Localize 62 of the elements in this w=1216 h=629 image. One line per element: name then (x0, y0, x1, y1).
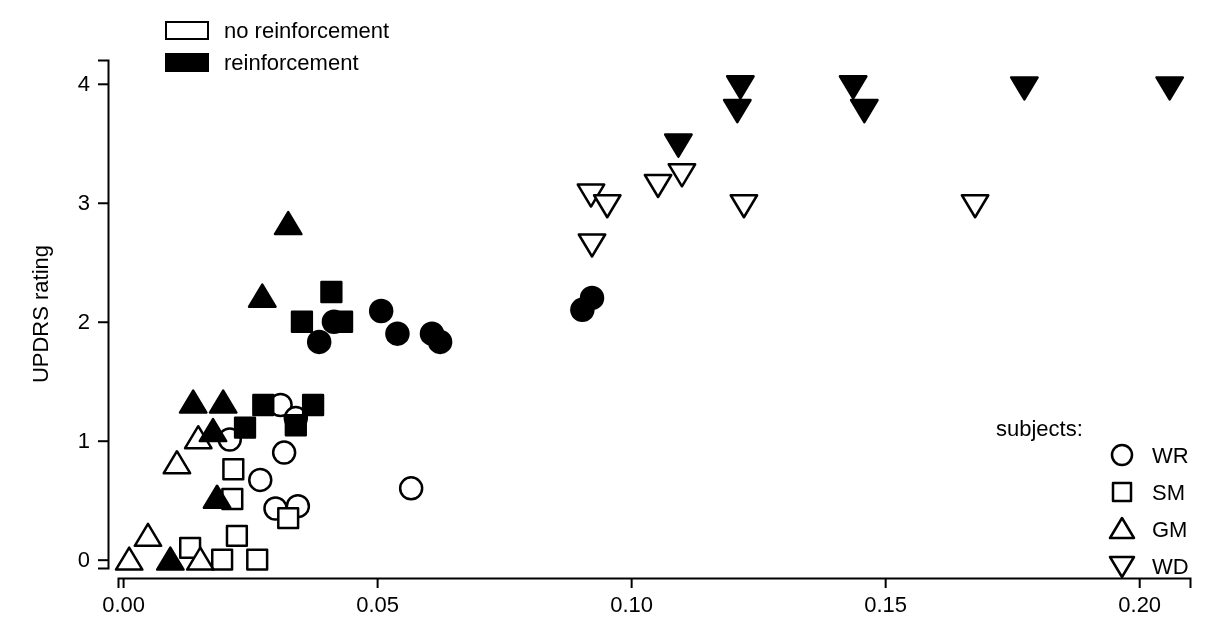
point (663, 133, 693, 158)
point (284, 414, 307, 437)
point (246, 548, 269, 571)
legend-label: WR (1152, 443, 1189, 468)
point (247, 283, 277, 308)
point (114, 546, 144, 571)
point (427, 329, 453, 355)
legend-label: WD (1152, 554, 1189, 579)
point (398, 476, 424, 501)
point (320, 280, 343, 304)
legend-label: SM (1152, 480, 1185, 505)
text: no reinforcement (224, 18, 390, 43)
point (198, 417, 228, 443)
point (252, 393, 275, 417)
point (592, 193, 622, 219)
point (133, 522, 163, 548)
point (643, 173, 673, 199)
x-tick-label: 0.05 (356, 591, 400, 617)
point (577, 233, 607, 258)
point (1155, 76, 1185, 101)
x-tick-label: 0.15 (864, 591, 908, 617)
y-tick-label: 4 (77, 71, 90, 97)
point (162, 449, 192, 475)
point (1009, 76, 1039, 101)
x-tick-label: 0.10 (610, 591, 654, 617)
point (273, 210, 303, 236)
point (185, 546, 215, 571)
point (368, 298, 394, 324)
point (960, 193, 990, 219)
point (725, 75, 755, 100)
point (225, 524, 249, 548)
point (277, 506, 300, 530)
point (178, 389, 208, 414)
point (202, 484, 232, 509)
point (838, 75, 868, 100)
point (306, 329, 332, 355)
annotation: reinforcement (224, 50, 359, 75)
y-tick-label: 0 (77, 547, 90, 573)
point (233, 416, 257, 439)
point (155, 546, 185, 571)
legend-title: subjects: (996, 416, 1083, 441)
point (248, 467, 273, 493)
point (722, 98, 752, 124)
y-tick-label: 1 (77, 428, 90, 454)
point (849, 98, 879, 124)
y-tick-label: 3 (77, 190, 90, 216)
point (301, 393, 325, 417)
point (576, 183, 606, 208)
point (570, 297, 595, 323)
y-axis-title: UPDRS rating (28, 244, 53, 384)
point (271, 440, 297, 465)
point (667, 163, 697, 188)
x-tick-label: 0.20 (1118, 591, 1162, 617)
point (211, 548, 234, 571)
y-tick-label: 2 (77, 309, 90, 335)
point (290, 310, 314, 333)
point (385, 321, 410, 346)
point (729, 193, 759, 219)
legend-label: GM (1152, 517, 1188, 542)
point (222, 458, 245, 481)
point (208, 389, 238, 414)
x-tick-label: 0.00 (102, 591, 145, 617)
